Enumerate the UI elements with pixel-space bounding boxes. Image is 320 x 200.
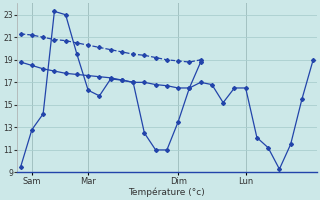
X-axis label: Température (°c): Température (°c) [129,187,205,197]
